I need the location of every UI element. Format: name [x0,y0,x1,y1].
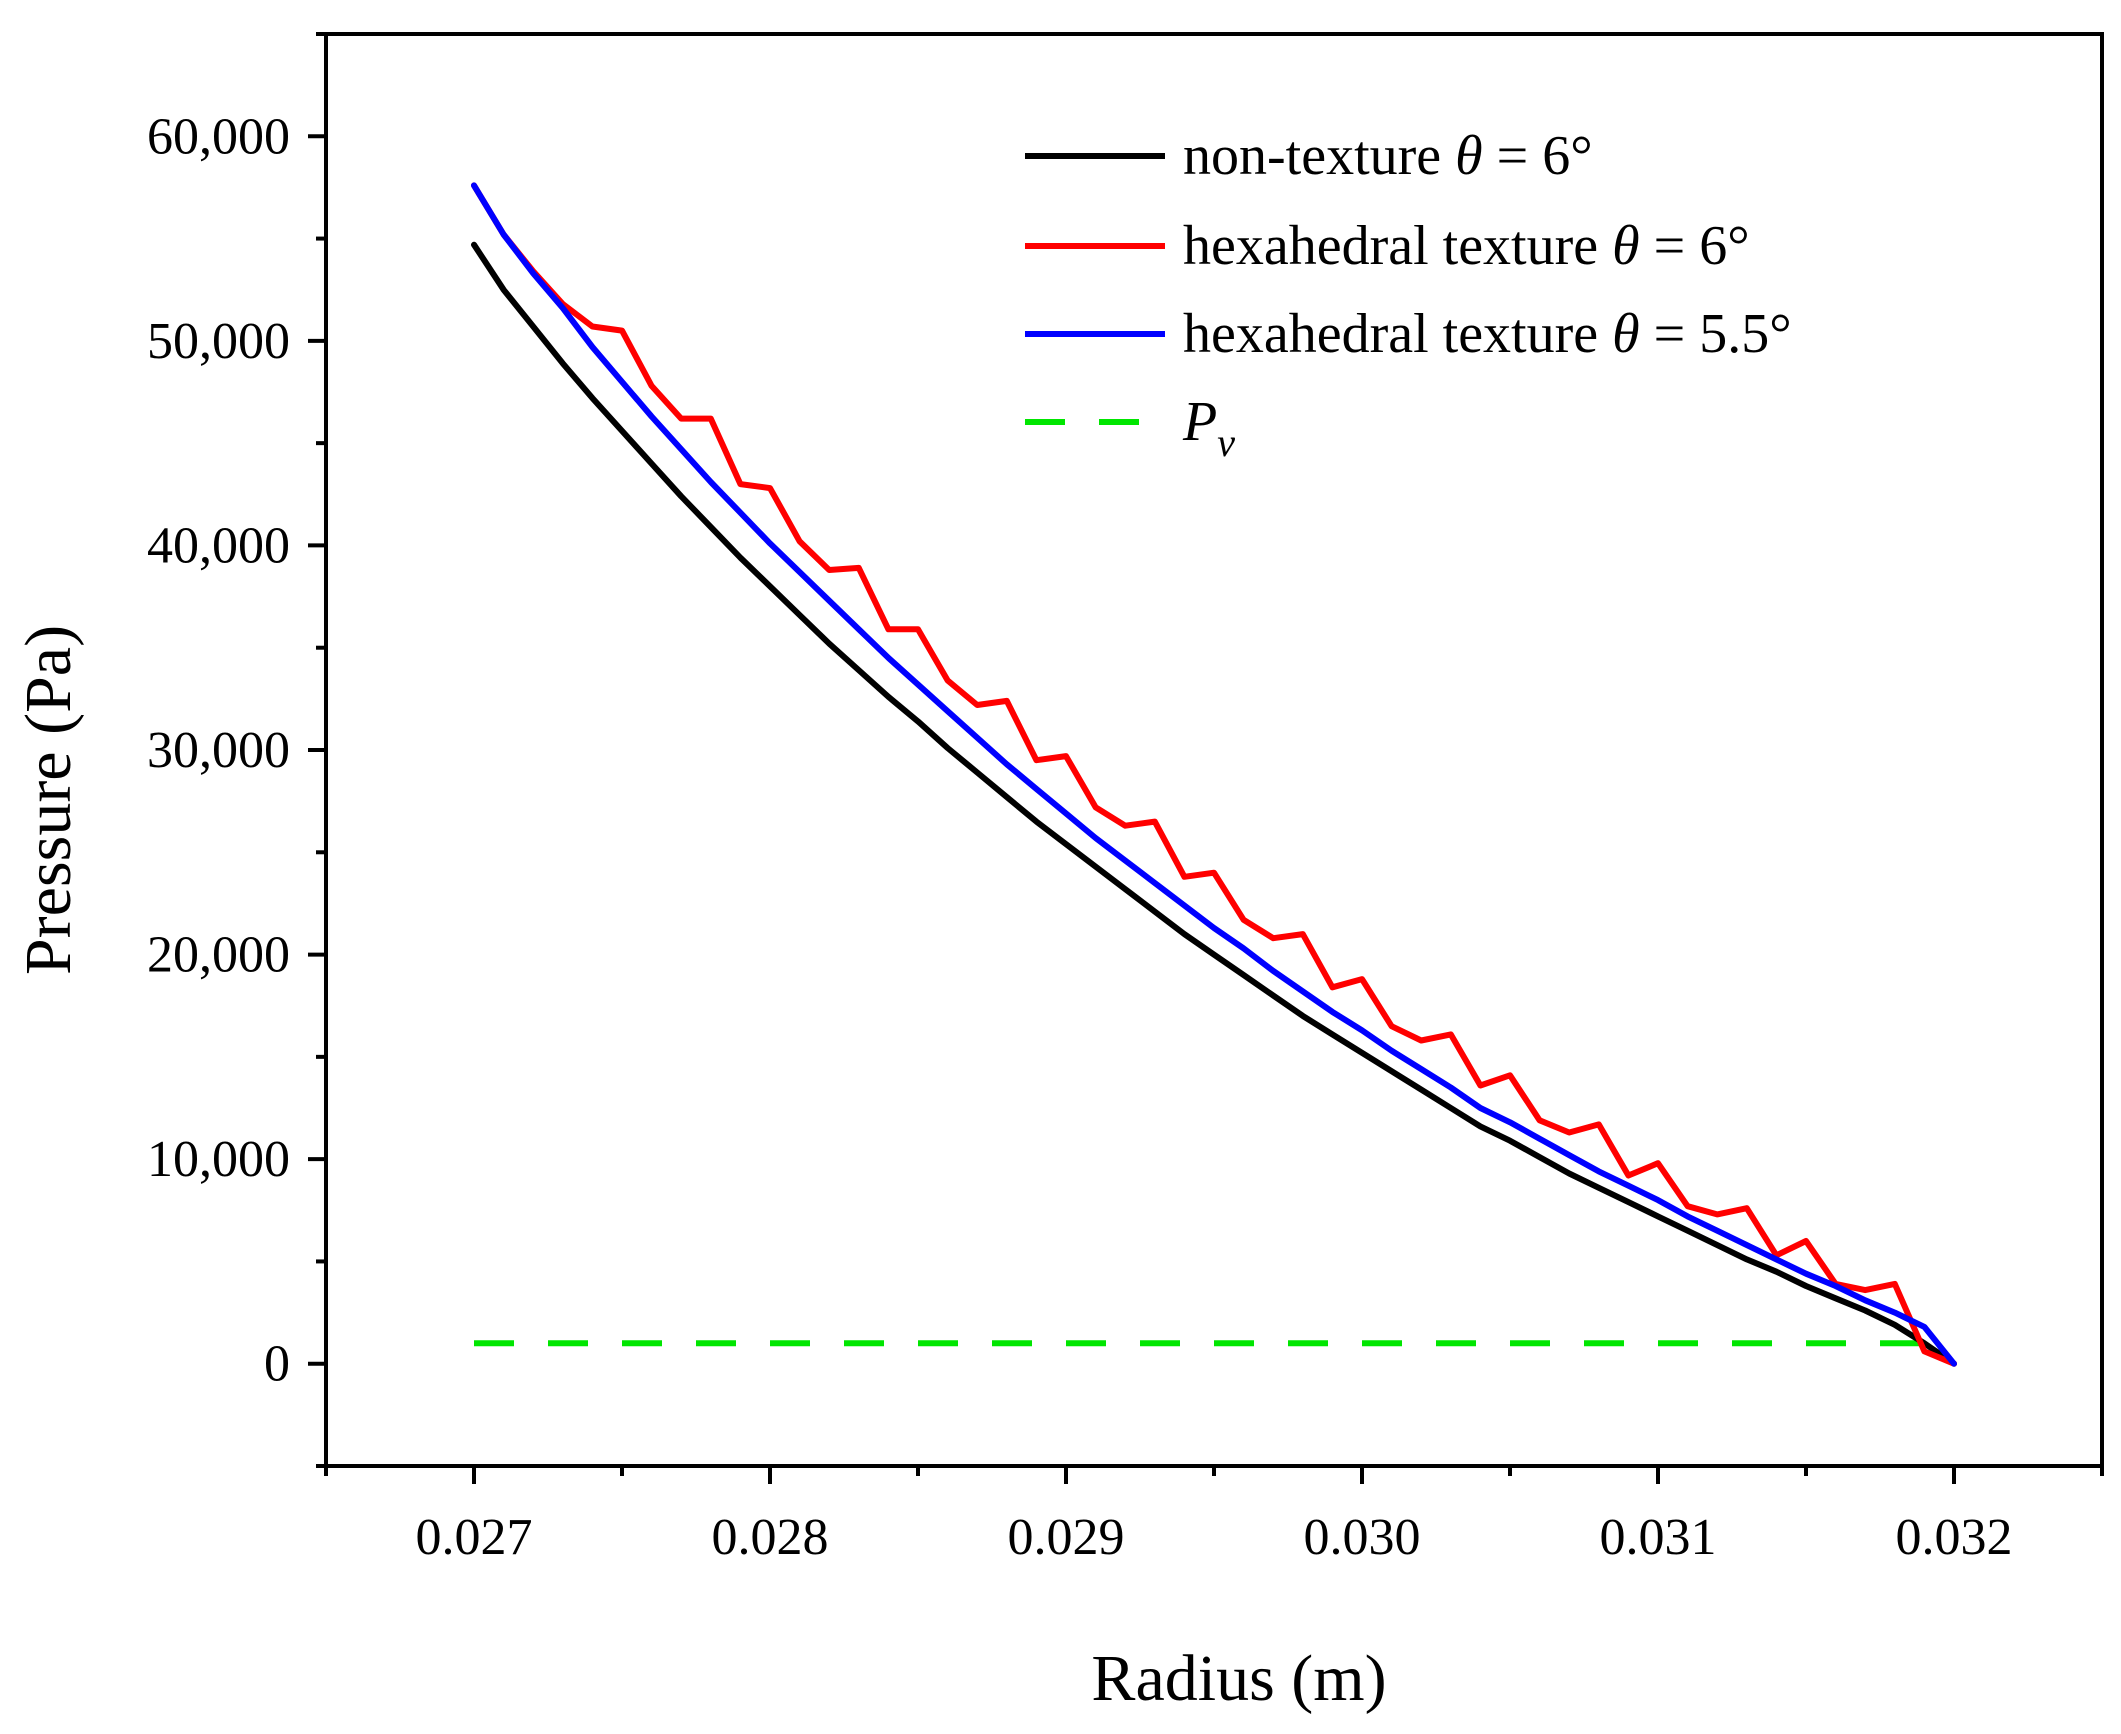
y-tick-label: 10,000 [147,1131,290,1188]
legend-theta-symbol: θ [1612,303,1640,365]
x-axis-title: Radius (m) [1091,1642,1386,1715]
legend-symbol: P [1182,391,1217,453]
x-axis-ticks: 0.027 0.028 0.029 0.030 0.031 0.032 [324,1466,2104,1566]
x-tick-label: 0.027 [416,1509,533,1566]
legend-subscript: v [1217,420,1235,465]
y-tick-label: 50,000 [147,313,290,370]
x-tick-label: 0.028 [712,1509,829,1566]
x-tick-label: 0.029 [1008,1509,1125,1566]
series-line-2 [471,182,1957,1367]
legend: non-texture θ = 6°hexahedral texture θ =… [1025,125,1792,465]
series-line-1 [471,182,1957,1367]
legend-theta-symbol: θ [1455,125,1483,187]
x-tick-label: 0.030 [1304,1509,1421,1566]
legend-text-main: hexahedral texture [1183,215,1612,277]
legend-text-tail: = 5.5° [1640,303,1792,365]
legend-text-main: non-texture [1183,125,1455,187]
legend-label-2: hexahedral texture θ = 5.5° [1183,303,1792,365]
legend-text-main: hexahedral texture [1183,303,1612,365]
legend-label-1: hexahedral texture θ = 6° [1183,215,1750,277]
legend-text-tail: = 6° [1640,215,1750,277]
y-axis-ticks: 0 10,000 20,000 30,000 40,000 50,000 60,000 [147,32,326,1468]
y-tick-label: 40,000 [147,517,290,574]
y-axis-title: Pressure (Pa) [12,625,85,975]
x-tick-label: 0.032 [1896,1509,2013,1566]
y-tick-label: 0 [264,1336,290,1393]
legend-label-3: Pv [1182,391,1235,465]
legend-theta-symbol: θ [1612,215,1640,277]
x-tick-label: 0.031 [1600,1509,1717,1566]
y-tick-label: 30,000 [147,722,290,779]
series-layer [471,182,1957,1367]
legend-label-0: non-texture θ = 6° [1183,125,1593,187]
y-tick-label: 60,000 [147,108,290,165]
y-tick-label: 20,000 [147,927,290,984]
series-line-0 [471,241,1957,1367]
legend-text-tail: = 6° [1483,125,1593,187]
